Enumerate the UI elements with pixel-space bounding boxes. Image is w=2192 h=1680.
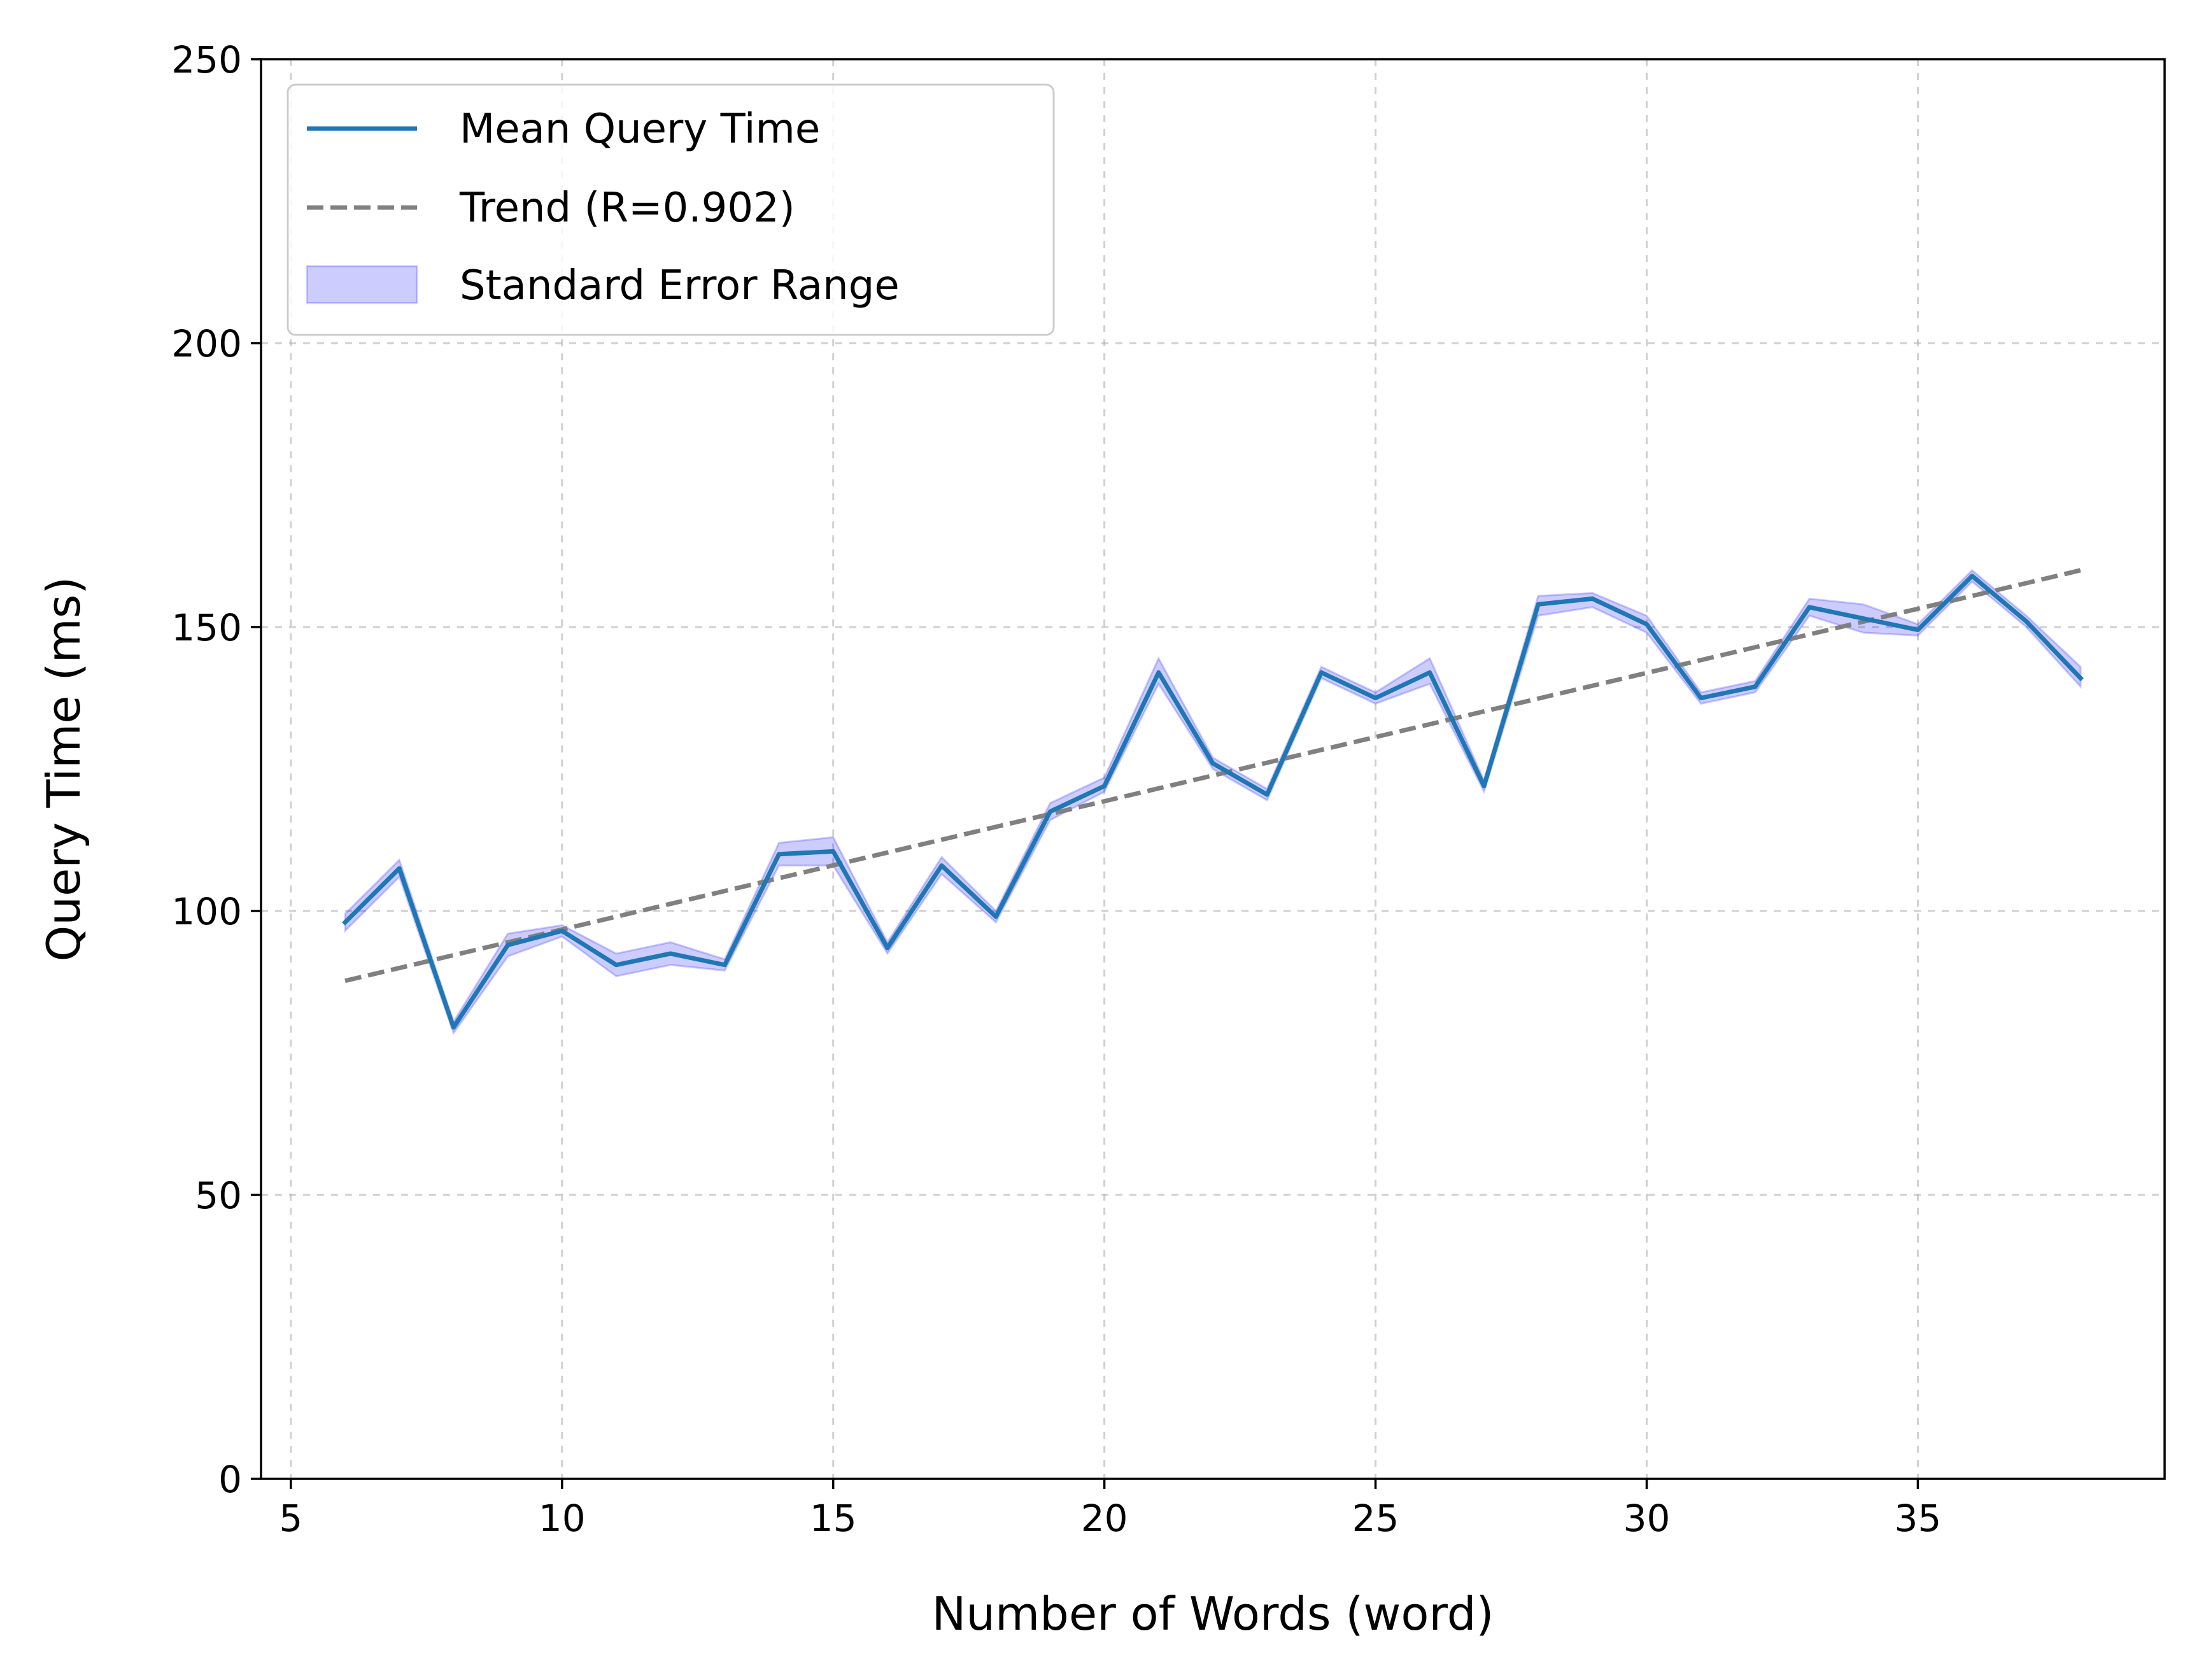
- y-tick-label: 250: [171, 38, 242, 81]
- standard-error-range-area: [344, 568, 2082, 1036]
- legend-box: [286, 83, 1055, 336]
- y-tick-label: 150: [171, 606, 242, 649]
- trend-line: [344, 568, 2081, 984]
- y-tick-label: 200: [171, 322, 242, 365]
- trend-line-group: [344, 568, 2081, 984]
- legend: Mean Query Time Trend (R=0.902) Standard…: [286, 83, 1055, 336]
- legend-swatch-standard-error-range: [306, 265, 418, 304]
- legend-label-standard-error-range: Standard Error Range: [460, 262, 900, 309]
- x-tick-label: 10: [539, 1497, 586, 1540]
- y-tick-label: 0: [218, 1458, 242, 1501]
- x-tick-label: 25: [1352, 1497, 1399, 1540]
- x-tick-label: 35: [1895, 1497, 1942, 1540]
- y-tick-label: 100: [171, 890, 242, 933]
- axis-ticks: 5 10 15 20 25 30 35 0 50 100 150 200 250: [171, 38, 1941, 1540]
- y-axis-label: Query Time (ms): [37, 577, 90, 962]
- x-axis-label: Number of Words (word): [931, 1587, 1494, 1641]
- x-tick-label: 5: [279, 1497, 302, 1540]
- mean-query-time-line: [342, 574, 2084, 1030]
- x-tick-label: 30: [1623, 1497, 1671, 1540]
- legend-label-trend: Trend (R=0.902): [459, 185, 795, 232]
- y-tick-label: 50: [195, 1174, 242, 1217]
- x-tick-label: 15: [810, 1497, 857, 1540]
- mean-series-group: [342, 574, 2084, 1030]
- standard-error-band: [344, 568, 2082, 1036]
- x-tick-label: 20: [1081, 1497, 1128, 1540]
- plot-area-frame: [260, 58, 2166, 1480]
- legend-label-mean-query-time: Mean Query Time: [460, 106, 820, 153]
